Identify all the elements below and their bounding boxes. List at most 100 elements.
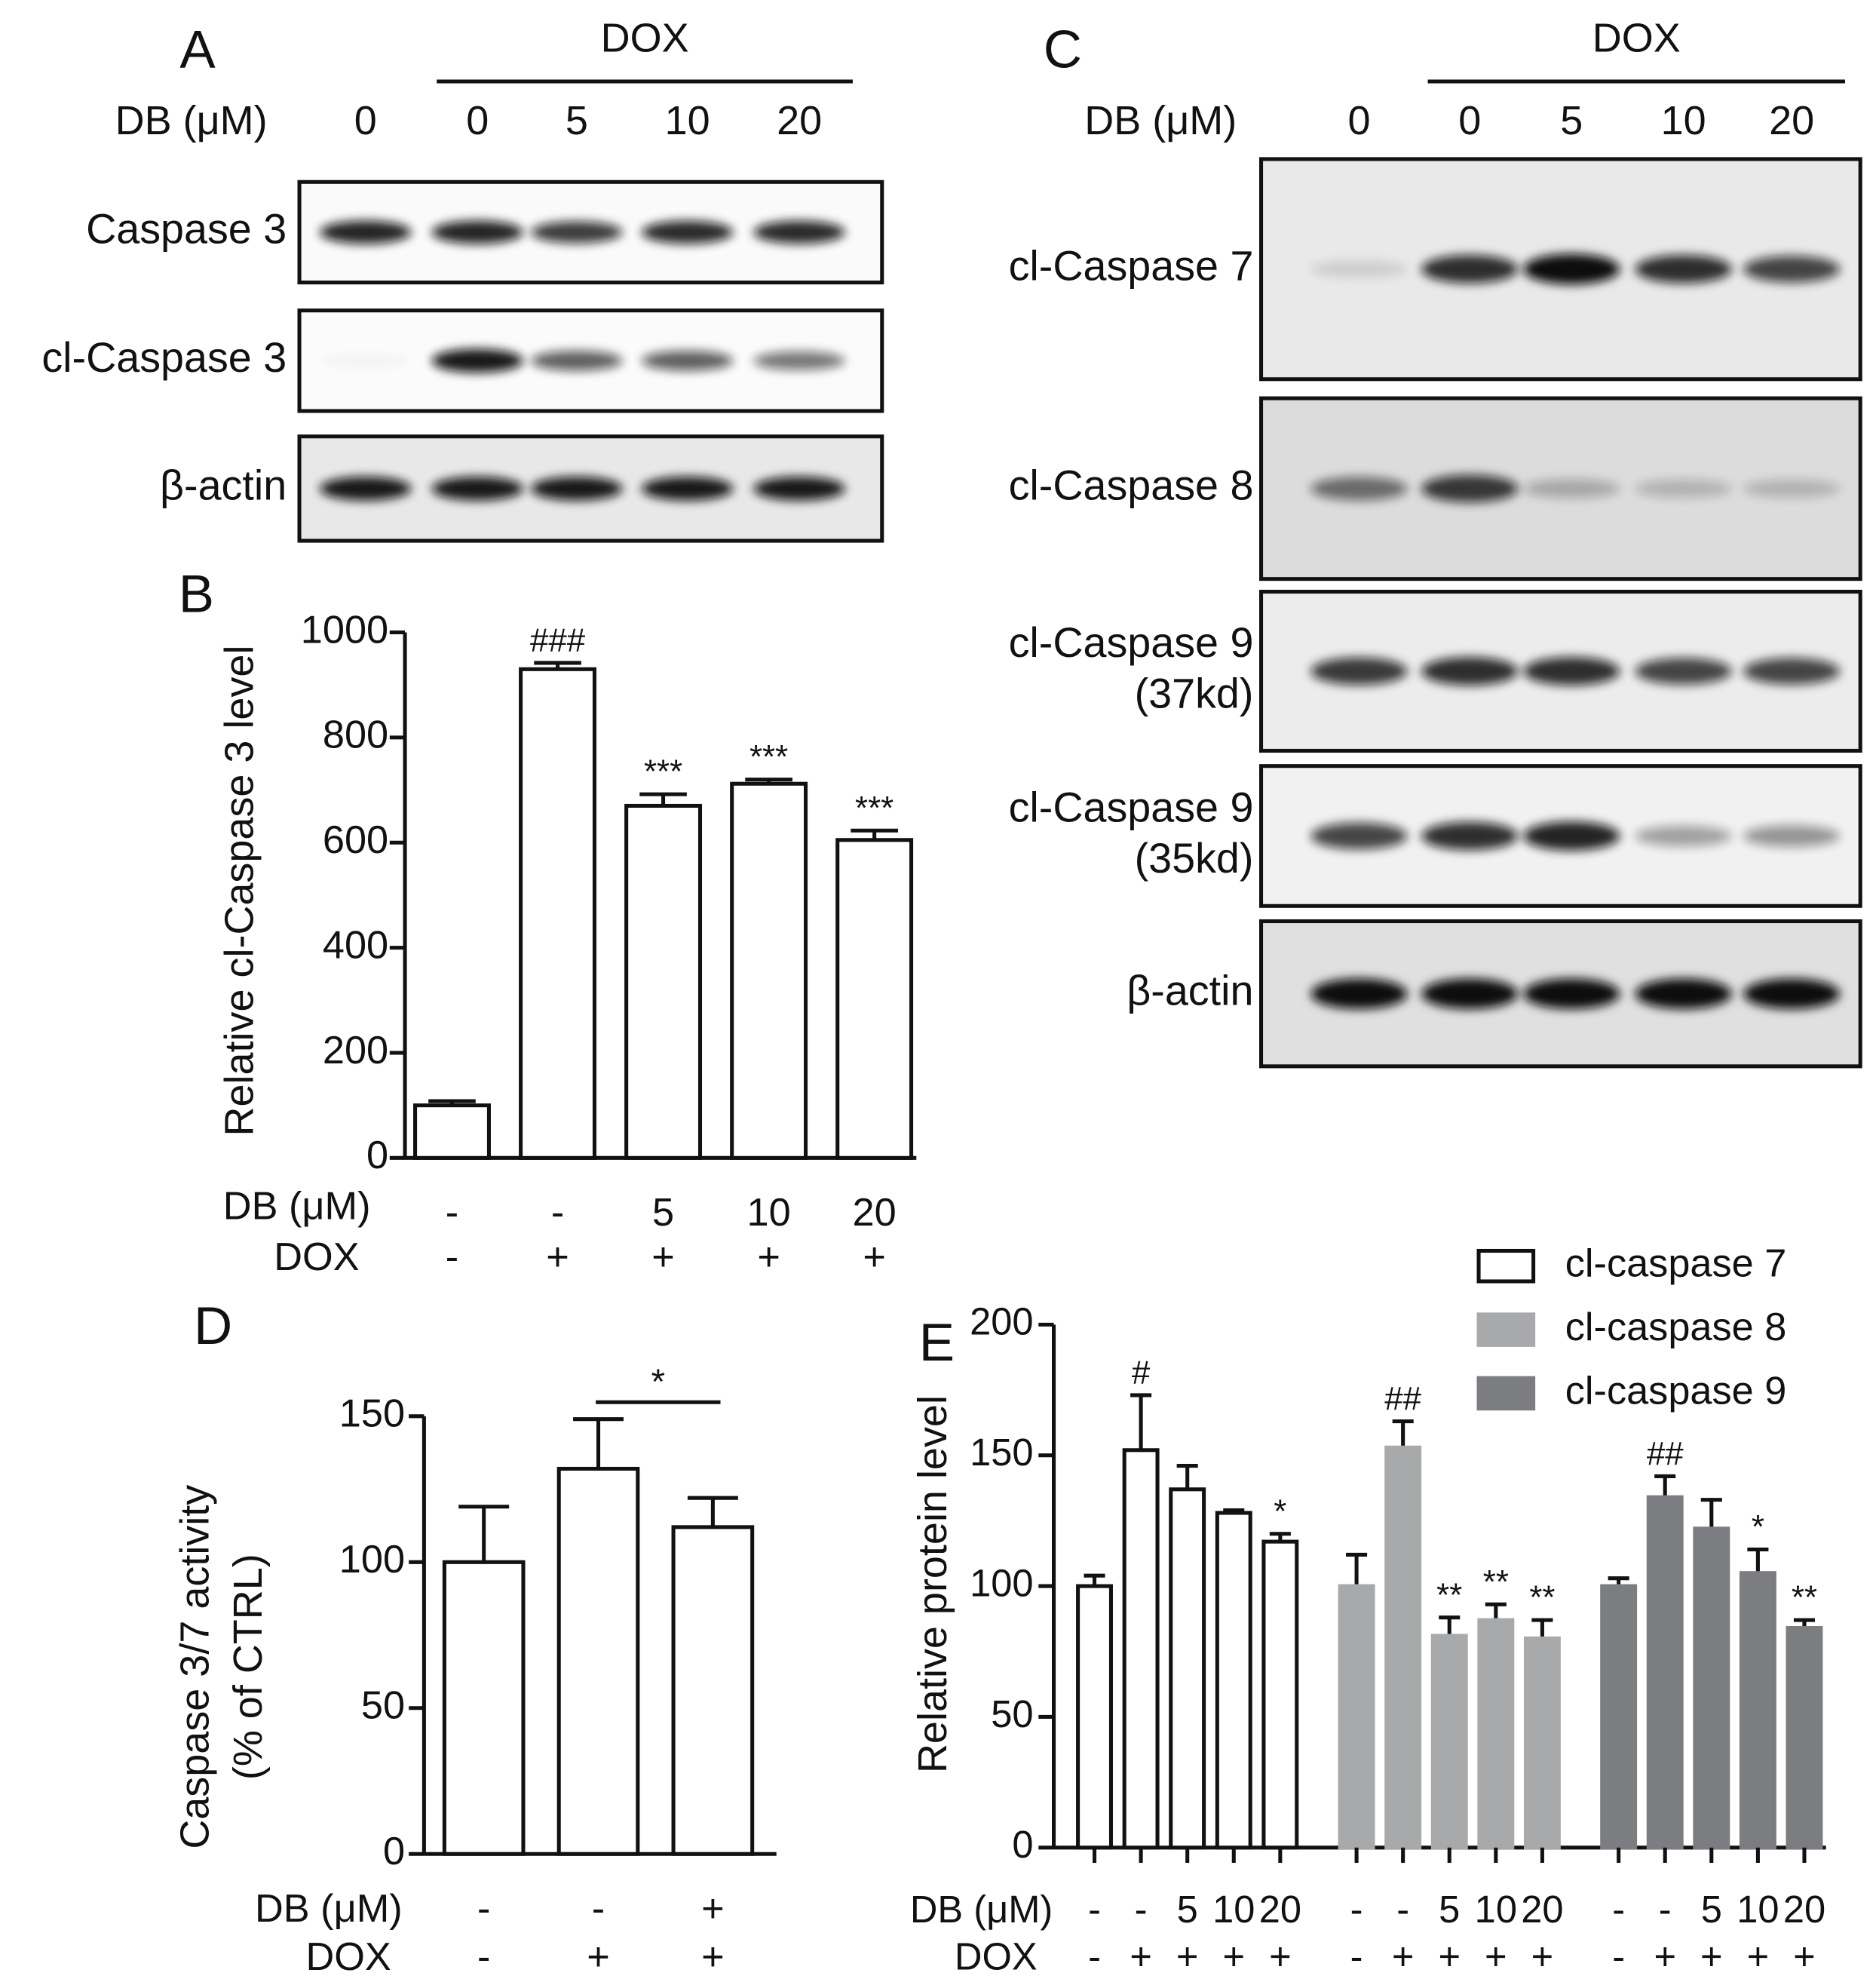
y-tick-label: 50: [991, 1692, 1033, 1735]
bar: [671, 1525, 755, 1856]
dox-label: +: [1700, 1935, 1723, 1978]
db-label: 10: [747, 1191, 791, 1235]
bar: [1338, 1584, 1375, 1850]
y-tick-label: 800: [323, 713, 388, 757]
dose-label: 10: [665, 98, 710, 143]
bar: [556, 1466, 640, 1856]
dox-label: +: [1130, 1935, 1152, 1978]
bar: [835, 838, 914, 1160]
row-label: (37kd): [1135, 670, 1254, 716]
significance-label: *: [651, 1362, 665, 1402]
band: [641, 350, 734, 371]
band: [531, 350, 623, 371]
bar: [413, 1103, 491, 1160]
band: [531, 221, 623, 244]
panel-label: C: [1044, 20, 1082, 80]
bar: [442, 1560, 526, 1856]
dose-title: DB (μM): [115, 98, 268, 143]
band: [753, 477, 845, 501]
band: [1523, 479, 1620, 499]
panel-label: D: [194, 1296, 232, 1356]
dox-label: +: [863, 1235, 886, 1279]
dox-label: -: [477, 1935, 490, 1979]
significance-label: #: [1132, 1355, 1151, 1391]
band: [641, 477, 734, 501]
band: [1421, 657, 1519, 686]
band: [431, 477, 523, 501]
db-title: DB (μM): [255, 1887, 403, 1931]
band: [1310, 978, 1408, 1009]
significance-label: ##: [1647, 1435, 1684, 1472]
row-label: cl-Caspase 7: [1009, 243, 1254, 290]
db-label: -: [446, 1191, 458, 1235]
bar: [1122, 1448, 1160, 1850]
bar: [1739, 1571, 1776, 1850]
row-label: β-actin: [160, 462, 287, 509]
db-label: -: [592, 1887, 605, 1931]
band: [1635, 825, 1732, 847]
dox-label: -: [1350, 1935, 1363, 1978]
band: [1421, 821, 1519, 851]
band: [1743, 256, 1841, 283]
dox-label: +: [1747, 1935, 1770, 1978]
panel-label: E: [919, 1313, 955, 1373]
band: [1523, 657, 1620, 686]
legend-swatch: [1476, 1312, 1536, 1347]
band: [1635, 255, 1732, 284]
band: [431, 220, 523, 244]
band: [1310, 260, 1408, 278]
y-tick-label: 100: [339, 1538, 405, 1582]
db-label: 20: [1783, 1888, 1825, 1931]
band: [1743, 658, 1841, 685]
dox-label: -: [1088, 1935, 1101, 1978]
legend-label: cl-caspase 9: [1565, 1369, 1787, 1413]
y-tick-label: 200: [970, 1300, 1033, 1343]
db-label: 10: [1737, 1888, 1779, 1931]
bar: [1523, 1636, 1561, 1850]
band: [320, 220, 412, 244]
bar: [1384, 1445, 1422, 1850]
db-label: -: [1350, 1888, 1363, 1931]
y-axis-label: Relative cl-Caspase 3 level: [216, 646, 262, 1137]
bar: [1430, 1634, 1468, 1850]
panel-label: B: [179, 565, 214, 624]
significance-label: ###: [530, 622, 586, 659]
db-label: -: [1612, 1888, 1625, 1931]
dox-title: DOX: [274, 1235, 359, 1279]
dose-label: 5: [566, 98, 588, 143]
band: [1743, 479, 1841, 499]
band: [1421, 474, 1519, 503]
db-label: +: [701, 1887, 725, 1931]
band: [1635, 658, 1732, 685]
dox-label: +: [1392, 1935, 1415, 1978]
row-label: cl-Caspase 9: [1009, 619, 1254, 666]
dox-label: +: [701, 1935, 725, 1979]
significance-label: **: [1483, 1563, 1509, 1600]
band: [320, 354, 411, 367]
dox-label: +: [546, 1235, 569, 1279]
bar: [1693, 1526, 1730, 1850]
bar: [1076, 1584, 1113, 1850]
band: [1310, 822, 1408, 850]
band: [431, 348, 523, 373]
significance-label: *: [1274, 1493, 1286, 1529]
db-label: -: [1396, 1888, 1409, 1931]
dose-label: 0: [354, 98, 377, 143]
db-label: 20: [853, 1191, 897, 1235]
y-tick-label: 150: [339, 1392, 405, 1436]
band: [1635, 479, 1732, 499]
band: [1310, 657, 1408, 686]
y-axis-label: (% of CTRL): [225, 1554, 271, 1780]
dose-label: 0: [1347, 98, 1370, 143]
significance-label: ***: [749, 738, 788, 775]
dox-label: +: [1531, 1935, 1554, 1978]
y-tick-label: 50: [361, 1684, 405, 1728]
row-label: cl-Caspase 3: [41, 334, 287, 381]
row-label: (35kd): [1135, 835, 1254, 882]
dox-label: +: [651, 1235, 675, 1279]
band: [1310, 477, 1408, 501]
db-label: -: [551, 1191, 564, 1235]
bar: [1477, 1618, 1515, 1850]
significance-label: ***: [644, 753, 682, 790]
